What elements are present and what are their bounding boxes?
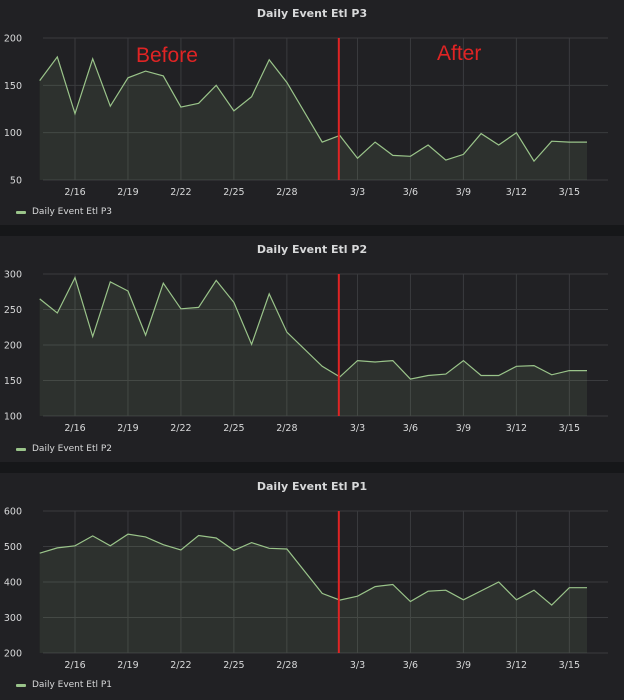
x-tick-label: 3/12	[506, 187, 527, 198]
legend-swatch	[16, 447, 26, 451]
y-tick-label: 250	[4, 305, 22, 316]
x-tick-label: 2/22	[170, 423, 191, 434]
y-tick-label: 300	[4, 613, 22, 624]
panel-p1: Daily Event Etl P1 200 300 400 500 600 2/16 2/…	[0, 473, 624, 700]
x-tick-label: 2/16	[64, 660, 85, 671]
series-area	[39, 534, 588, 653]
x-tick-label: 3/6	[403, 423, 418, 434]
y-tick-label: 50	[10, 176, 22, 187]
annotation-before: Before	[136, 44, 198, 67]
x-tick-label: 3/12	[506, 423, 527, 434]
x-tick-label: 3/15	[559, 423, 580, 434]
legend[interactable]: Daily Event Etl P1	[16, 680, 112, 690]
legend[interactable]: Daily Event Etl P3	[16, 207, 112, 217]
legend-swatch	[16, 683, 26, 687]
x-tick-label: 3/15	[559, 187, 580, 198]
chart-p3: 50 100 150 200 2/16 2/19 2/22 2/25 2/28 3/3 3/6 3/9…	[4, 34, 608, 198]
x-tick-label: 2/22	[170, 660, 191, 671]
x-tick-label: 3/15	[559, 660, 580, 671]
series-line	[39, 533, 587, 606]
panel-title: Daily Event Etl P2	[256, 243, 368, 256]
x-tick-label: 2/25	[223, 187, 244, 198]
x-tick-label: 3/6	[403, 660, 418, 671]
y-tick-label: 200	[4, 649, 22, 660]
annotation-after: After	[437, 42, 482, 65]
series-area	[39, 277, 588, 416]
y-tick-label: 600	[4, 507, 22, 518]
x-tick-label: 3/12	[506, 660, 527, 671]
x-tick-label: 2/28	[276, 187, 297, 198]
x-tick-label: 2/16	[64, 423, 85, 434]
x-tick-label: 2/25	[223, 423, 244, 434]
y-tick-label: 500	[4, 542, 22, 553]
y-tick-label: 300	[4, 270, 22, 281]
x-tick-label: 2/22	[170, 187, 191, 198]
panel-p3: Daily Event Etl P3 50 100 150 200 2/16 2/19 2/…	[0, 0, 624, 225]
series-line	[39, 275, 587, 380]
x-tick-label: 3/9	[456, 187, 471, 198]
x-tick-label: 2/28	[276, 423, 297, 434]
y-tick-label: 150	[4, 81, 22, 92]
x-tick-label: 3/3	[350, 423, 365, 434]
x-tick-label: 3/6	[403, 187, 418, 198]
legend-label: Daily Event Etl P3	[32, 207, 113, 217]
series-area	[39, 56, 588, 180]
legend-swatch	[16, 210, 26, 214]
legend-label: Daily Event Etl P2	[32, 444, 113, 454]
x-tick-label: 3/3	[350, 660, 365, 671]
legend-label: Daily Event Etl P1	[32, 680, 113, 690]
panel-title: Daily Event Etl P1	[256, 480, 368, 493]
x-tick-label: 3/3	[350, 187, 365, 198]
x-tick-label: 3/9	[456, 423, 471, 434]
y-tick-label: 200	[4, 34, 22, 45]
x-tick-label: 2/25	[223, 660, 244, 671]
y-tick-label: 400	[4, 578, 22, 589]
y-tick-label: 100	[4, 128, 22, 139]
chart-p2: 100 150 200 250 300 2/16 2/19 2/22 2/25 2/28 3/3 3/…	[4, 270, 608, 434]
x-tick-label: 2/16	[64, 187, 85, 198]
x-tick-label: 2/28	[276, 660, 297, 671]
panel-title: Daily Event Etl P3	[256, 7, 368, 20]
x-tick-label: 3/9	[456, 660, 471, 671]
y-tick-label: 150	[4, 376, 22, 387]
y-tick-label: 100	[4, 412, 22, 423]
legend[interactable]: Daily Event Etl P2	[16, 444, 112, 454]
series-line	[39, 55, 587, 163]
x-tick-label: 2/19	[117, 660, 138, 671]
x-tick-label: 2/19	[117, 423, 138, 434]
chart-p1: 200 300 400 500 600 2/16 2/19 2/22 2/25 2/28 3/3 3/…	[4, 507, 608, 671]
x-tick-label: 2/19	[117, 187, 138, 198]
panel-p2: Daily Event Etl P2 100 150 200 250 300 2/16 2/…	[0, 236, 624, 462]
y-tick-label: 200	[4, 341, 22, 352]
